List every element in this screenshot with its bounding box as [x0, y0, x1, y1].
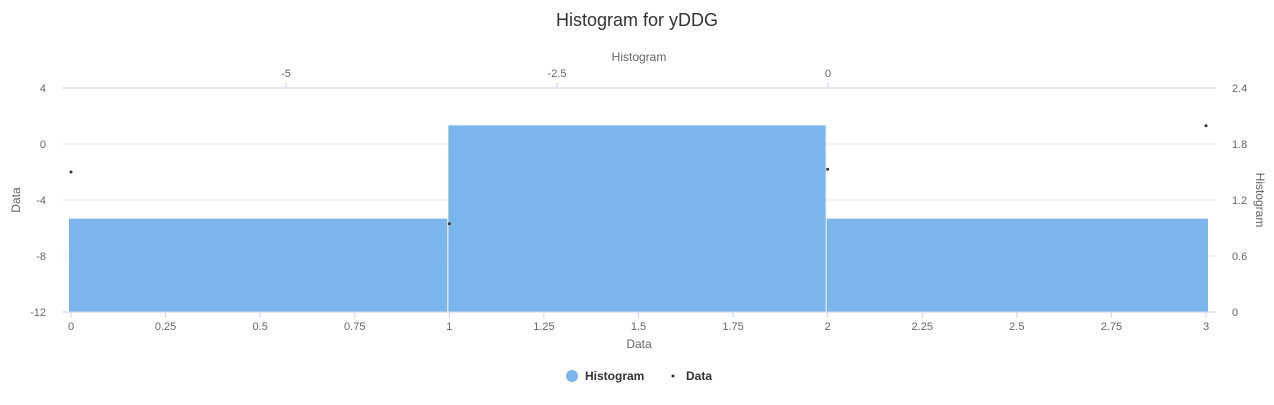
data-points: [69, 124, 1208, 226]
y-left-axis-title: Data: [9, 187, 23, 213]
x-bottom-tick-label: 2: [825, 321, 831, 333]
y-right-tick-label: 2.4: [1232, 83, 1247, 95]
legend-symbol-data: [671, 374, 675, 378]
y-right-axis-title: Histogram: [1253, 173, 1267, 228]
x-bottom-tick-label: 0.25: [155, 321, 176, 333]
x-bottom-tick-label: 1.75: [722, 321, 743, 333]
x-bottom-tick-label: 2.5: [1009, 321, 1024, 333]
x-bottom-axis-title: Data: [626, 337, 652, 351]
x-top-tick-label: -5: [281, 68, 291, 80]
y-right-tick-label: 1.2: [1232, 195, 1247, 207]
x-bottom-tick-label: 2.75: [1101, 321, 1122, 333]
x-bottom-tick-label: 1.25: [533, 321, 554, 333]
histogram-bar[interactable]: [448, 125, 826, 312]
data-point[interactable]: [69, 170, 73, 174]
legend: Histogram Data: [566, 369, 712, 383]
y-left-tick-label: -12: [30, 307, 46, 319]
x-top-axis-title: Histogram: [612, 50, 667, 64]
x-bottom-tick-label: 1.5: [631, 321, 646, 333]
legend-label-histogram: Histogram: [585, 369, 644, 383]
histogram-bars: [69, 125, 1208, 312]
tick-labels: 4 0 -4 -8 -12 2.4 1.8 1.2 0.6 0 0 0.25 0.5 0.75 1 1.25 1…: [30, 68, 1247, 333]
y-right-tick-label: 0.6: [1232, 251, 1247, 263]
y-right-tick-label: 0: [1232, 307, 1238, 319]
data-point[interactable]: [1204, 124, 1208, 128]
legend-item-data[interactable]: Data: [671, 369, 713, 383]
y-left-tick-label: 4: [40, 83, 46, 95]
x-bottom-tick-label: 3: [1203, 321, 1209, 333]
histogram-bar[interactable]: [69, 218, 448, 312]
legend-item-histogram[interactable]: Histogram: [566, 369, 644, 383]
x-bottom-tick-label: 0.75: [344, 321, 365, 333]
x-top-tick-label: -2.5: [548, 68, 567, 80]
y-left-tick-label: 0: [40, 139, 46, 151]
y-left-tick-label: -8: [36, 251, 46, 263]
x-bottom-tick-label: 0: [68, 321, 74, 333]
x-top-tick-label: 0: [825, 68, 831, 80]
x-bottom-tick-label: 0.5: [253, 321, 268, 333]
x-bottom-tick-label: 1: [446, 321, 452, 333]
legend-label-data: Data: [686, 369, 712, 383]
y-right-tick-label: 1.8: [1232, 139, 1247, 151]
data-point[interactable]: [826, 167, 830, 171]
y-left-tick-label: -4: [36, 195, 46, 207]
histogram-bar[interactable]: [826, 218, 1208, 312]
legend-symbol-histogram: [566, 370, 578, 382]
chart-title: Histogram for yDDG: [556, 10, 718, 30]
data-point[interactable]: [447, 222, 451, 226]
x-bottom-tick-label: 2.25: [912, 321, 933, 333]
